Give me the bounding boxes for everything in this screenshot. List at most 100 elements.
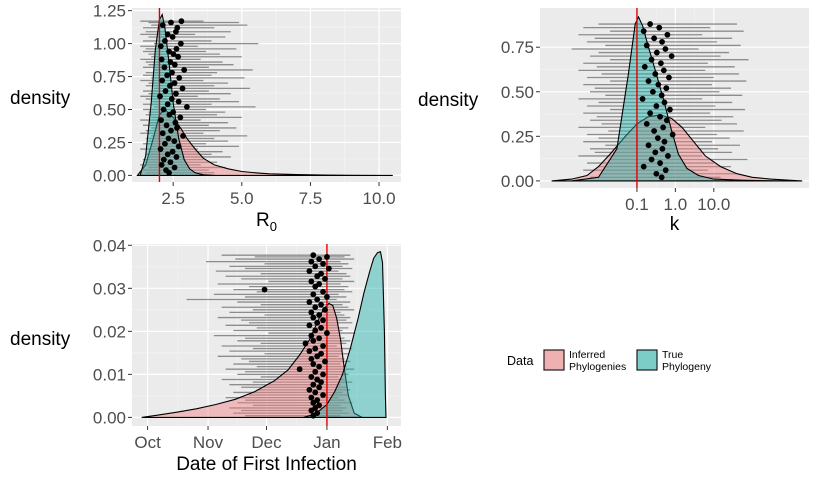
data-point: [314, 273, 321, 280]
data-point: [649, 88, 656, 95]
data-point: [308, 407, 315, 414]
data-point: [157, 93, 163, 100]
legend-title: Data: [507, 354, 533, 368]
data-point: [180, 132, 186, 139]
data-point: [647, 21, 654, 27]
y-tick-label: 0.04: [93, 236, 126, 255]
x-tick-label: Dec: [251, 433, 282, 452]
y-tick-label: 0.25: [501, 127, 534, 146]
y-tick-label: 0.01: [93, 365, 126, 384]
data-point: [175, 98, 182, 105]
data-point: [661, 138, 668, 145]
data-point: [159, 77, 166, 84]
data-point: [639, 95, 646, 102]
data-point: [308, 355, 315, 362]
data-point: [310, 337, 317, 344]
density-area-inferred: [136, 108, 393, 176]
x-tick-label: Jan: [313, 433, 340, 452]
data-point: [177, 40, 184, 47]
data-point: [314, 353, 321, 360]
data-point: [316, 312, 323, 318]
data-point: [316, 363, 323, 370]
data-point: [157, 43, 164, 50]
x-tick-label: 7.5: [299, 189, 323, 208]
data-point: [662, 167, 669, 174]
data-point: [312, 389, 319, 396]
data-point: [318, 325, 324, 331]
data-point: [296, 366, 303, 373]
data-point: [166, 82, 173, 89]
data-point: [663, 85, 670, 92]
panel-k: 0.00 0.25 0.50 0.75 0.1 1.0 10.0 density k: [418, 8, 809, 235]
data-point: [160, 156, 167, 163]
data-point: [306, 348, 313, 355]
density-area-true: [139, 12, 215, 176]
data-point: [666, 106, 673, 113]
data-point: [171, 61, 178, 68]
legend-label: Phylogeny: [662, 361, 712, 373]
x-tick-label: 5.0: [230, 189, 254, 208]
legend-key: [636, 349, 658, 371]
data-point: [172, 119, 179, 126]
x-tick-label: 0.1: [625, 195, 649, 214]
data-point: [668, 53, 675, 60]
data-point: [320, 317, 326, 324]
y-axis-title: density: [418, 90, 479, 111]
data-point: [173, 154, 180, 160]
data-point: [166, 111, 173, 118]
data-point: [306, 322, 313, 329]
data-point: [308, 332, 315, 339]
data-point: [162, 38, 168, 44]
data-point: [658, 92, 665, 99]
data-point: [659, 145, 666, 152]
data-point: [157, 146, 164, 152]
data-point: [164, 31, 171, 38]
data-point: [316, 256, 323, 262]
data-point: [175, 53, 182, 60]
data-point: [176, 74, 183, 81]
data-point: [320, 288, 326, 295]
data-point: [312, 368, 319, 375]
data-point: [310, 399, 317, 406]
data-point: [325, 265, 332, 272]
data-point: [648, 56, 655, 63]
data-point: [308, 278, 315, 285]
data-point: [306, 386, 313, 393]
data-point: [164, 151, 171, 158]
data-point: [312, 327, 319, 334]
data-point: [170, 51, 177, 58]
y-tick-label: 0.75: [93, 68, 126, 87]
data-point: [660, 67, 667, 74]
data-point: [318, 379, 324, 386]
data-point: [643, 42, 650, 49]
data-point: [322, 358, 328, 365]
data-point: [158, 56, 165, 63]
y-tick-label: 0.02: [93, 322, 126, 341]
data-point: [178, 18, 185, 25]
data-point: [316, 335, 323, 342]
data-point: [657, 113, 663, 120]
data-point: [659, 38, 665, 45]
x-tick-label: 2.5: [161, 189, 185, 208]
data-point: [651, 35, 658, 42]
data-point: [314, 296, 321, 303]
data-point: [166, 169, 172, 176]
data-point: [166, 48, 172, 55]
data-point: [158, 117, 164, 123]
y-tick-label: 0.03: [93, 279, 126, 298]
data-point: [653, 170, 660, 177]
data-point: [656, 24, 663, 31]
data-point: [171, 80, 178, 87]
x-axis-title: R0: [256, 210, 277, 234]
data-point: [167, 59, 174, 65]
data-point: [665, 153, 671, 159]
data-point: [320, 371, 326, 378]
data-point: [655, 81, 662, 88]
data-point: [652, 71, 659, 77]
data-point: [308, 309, 315, 316]
data-point: [181, 67, 188, 73]
data-point: [161, 64, 168, 71]
data-point: [669, 131, 676, 138]
data-point: [162, 88, 169, 94]
